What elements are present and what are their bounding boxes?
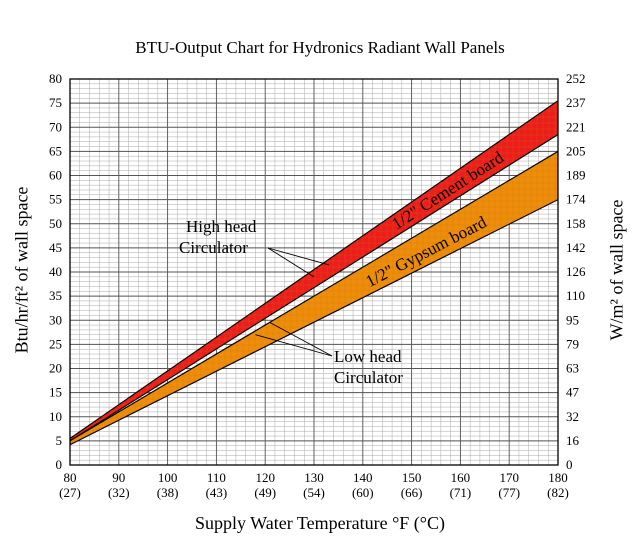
x-axis-label: Supply Water Temperature °F (°C) <box>195 513 445 533</box>
data-bands <box>70 99 558 446</box>
y-tick-left: 30 <box>49 312 62 327</box>
y-tick-left: 25 <box>49 336 62 351</box>
x-tick-celsius: (27) <box>59 485 81 500</box>
y-tick-left: 0 <box>56 457 63 472</box>
x-tick: 170 <box>499 470 519 485</box>
x-tick: 120 <box>255 470 275 485</box>
leader-line <box>267 247 315 278</box>
y-tick-right: 16 <box>566 433 580 448</box>
y-tick-right: 95 <box>566 312 579 327</box>
y-tick-right: 158 <box>566 216 586 231</box>
y-tick-right: 0 <box>566 457 573 472</box>
x-tick-celsius: (43) <box>206 485 228 500</box>
x-tick-celsius: (77) <box>498 485 520 500</box>
x-tick-celsius: (38) <box>157 485 179 500</box>
y-tick-right: 252 <box>566 71 586 86</box>
y-tick-right: 174 <box>566 192 586 207</box>
series-band-texture <box>70 100 558 441</box>
x-tick: 100 <box>158 470 178 485</box>
axes <box>69 78 559 466</box>
y-tick-left: 60 <box>49 168 62 183</box>
y-tick-right: 32 <box>566 409 579 424</box>
x-tick-celsius: (66) <box>401 485 423 500</box>
x-tick: 160 <box>451 470 471 485</box>
y-tick-right: 142 <box>566 240 586 255</box>
x-tick: 80 <box>64 470 77 485</box>
annotation-low-head-line2: Circulator <box>334 368 403 387</box>
y-tick-left: 65 <box>49 143 62 158</box>
series-band-texture <box>70 151 558 445</box>
y-tick-left: 40 <box>49 264 62 279</box>
chart-title: BTU-Output Chart for Hydronics Radiant W… <box>135 38 505 57</box>
x-tick-celsius: (49) <box>254 485 276 500</box>
x-tick: 110 <box>207 470 226 485</box>
y-tick-right: 237 <box>566 95 586 110</box>
y-axis-label-right: W/m² of wall space <box>606 199 627 341</box>
y-tick-left: 20 <box>49 361 62 376</box>
annotation-high-head-line1: High head <box>186 217 257 236</box>
y-tick-left: 45 <box>49 240 62 255</box>
y-tick-left: 15 <box>49 385 62 400</box>
y-tick-right: 126 <box>566 264 586 279</box>
leader-line <box>255 334 333 357</box>
x-tick: 140 <box>353 470 373 485</box>
leader-line <box>269 322 333 357</box>
annotation-high-head-line2: Circulator <box>179 238 248 257</box>
y-tick-left: 70 <box>49 119 62 134</box>
y-tick-right: 221 <box>566 119 586 134</box>
y-tick-left: 5 <box>56 433 63 448</box>
x-tick: 90 <box>112 470 125 485</box>
y-tick-right: 110 <box>566 288 585 303</box>
leader-line <box>267 247 329 266</box>
x-tick-celsius: (60) <box>352 485 374 500</box>
x-tick: 130 <box>304 470 324 485</box>
x-tick: 150 <box>402 470 422 485</box>
x-tick-celsius: (71) <box>450 485 472 500</box>
y-tick-left: 50 <box>49 216 62 231</box>
x-tick-celsius: (54) <box>303 485 325 500</box>
y-tick-left: 75 <box>49 95 62 110</box>
x-tick: 180 <box>548 470 568 485</box>
y-tick-right: 189 <box>566 168 586 183</box>
y-tick-right: 63 <box>566 361 579 376</box>
tick-labels: 0510152025303540455055606570758001632476… <box>49 71 586 500</box>
x-tick-celsius: (32) <box>108 485 130 500</box>
y-axis-label-left: Btu/hr/ft² of wall space <box>11 186 32 354</box>
annotation-low-head-line1: Low head <box>334 347 402 366</box>
y-tick-left: 80 <box>49 71 62 86</box>
y-tick-left: 10 <box>49 409 62 424</box>
y-tick-left: 55 <box>49 192 62 207</box>
plot-frame <box>69 78 559 466</box>
y-tick-right: 205 <box>566 143 586 158</box>
y-tick-left: 35 <box>49 288 62 303</box>
annotations: High head Circulator Low head Circulator <box>179 217 403 387</box>
x-tick-celsius: (82) <box>547 485 569 500</box>
y-tick-right: 47 <box>566 385 580 400</box>
y-tick-right: 79 <box>566 336 579 351</box>
